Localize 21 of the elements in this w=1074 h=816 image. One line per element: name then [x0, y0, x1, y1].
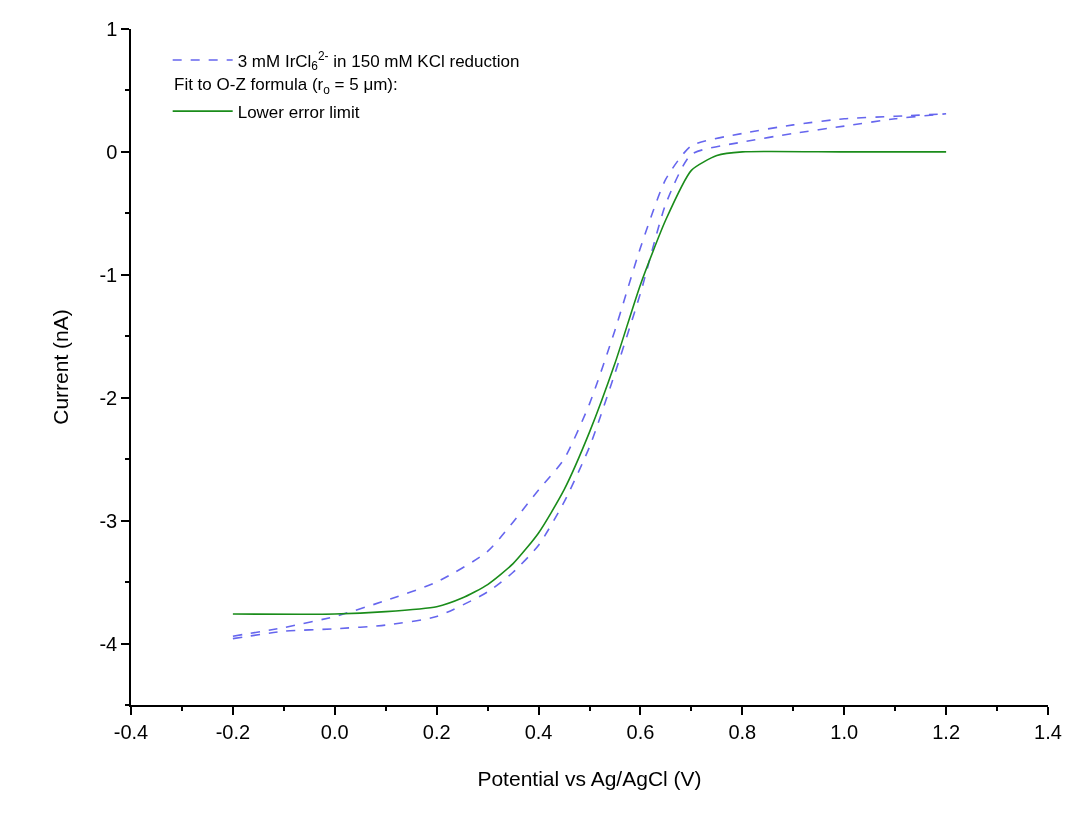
x-tick-label: 0.0	[320, 720, 349, 743]
x-tick-label: 1.4	[1034, 720, 1062, 743]
y-tick-label: -2	[99, 386, 118, 409]
x-tick-label: 0.2	[422, 720, 451, 743]
x-tick-label: -0.2	[215, 720, 251, 743]
x-tick-label: 0.8	[728, 720, 757, 743]
y-tick-label: 0	[106, 140, 118, 163]
legend-label: Lower error limit	[237, 102, 360, 122]
x-tick-label: 0.6	[626, 720, 655, 743]
x-axis-title: Potential vs Ag/AgCl (V)	[477, 767, 702, 791]
legend-label: 3 mM IrCl$_{6}$$^{2-}$ in 150 mM KCl reduction	[237, 48, 520, 74]
y-axis-title: Current (nA)	[49, 309, 73, 425]
x-tick-label: -0.4	[113, 720, 149, 743]
x-tick-label: 0.4	[524, 720, 553, 743]
x-tick-label: 1.0	[830, 720, 859, 743]
y-tick-label: 1	[106, 18, 118, 40]
y-tick-label: -1	[99, 263, 118, 286]
x-tick-label: 1.2	[932, 720, 961, 743]
y-tick-label: -4	[99, 632, 118, 655]
annotation: Fit to O-Z formula (r$_{o}$ = 5 μm):	[174, 75, 398, 97]
y-tick-label: -3	[99, 509, 118, 532]
